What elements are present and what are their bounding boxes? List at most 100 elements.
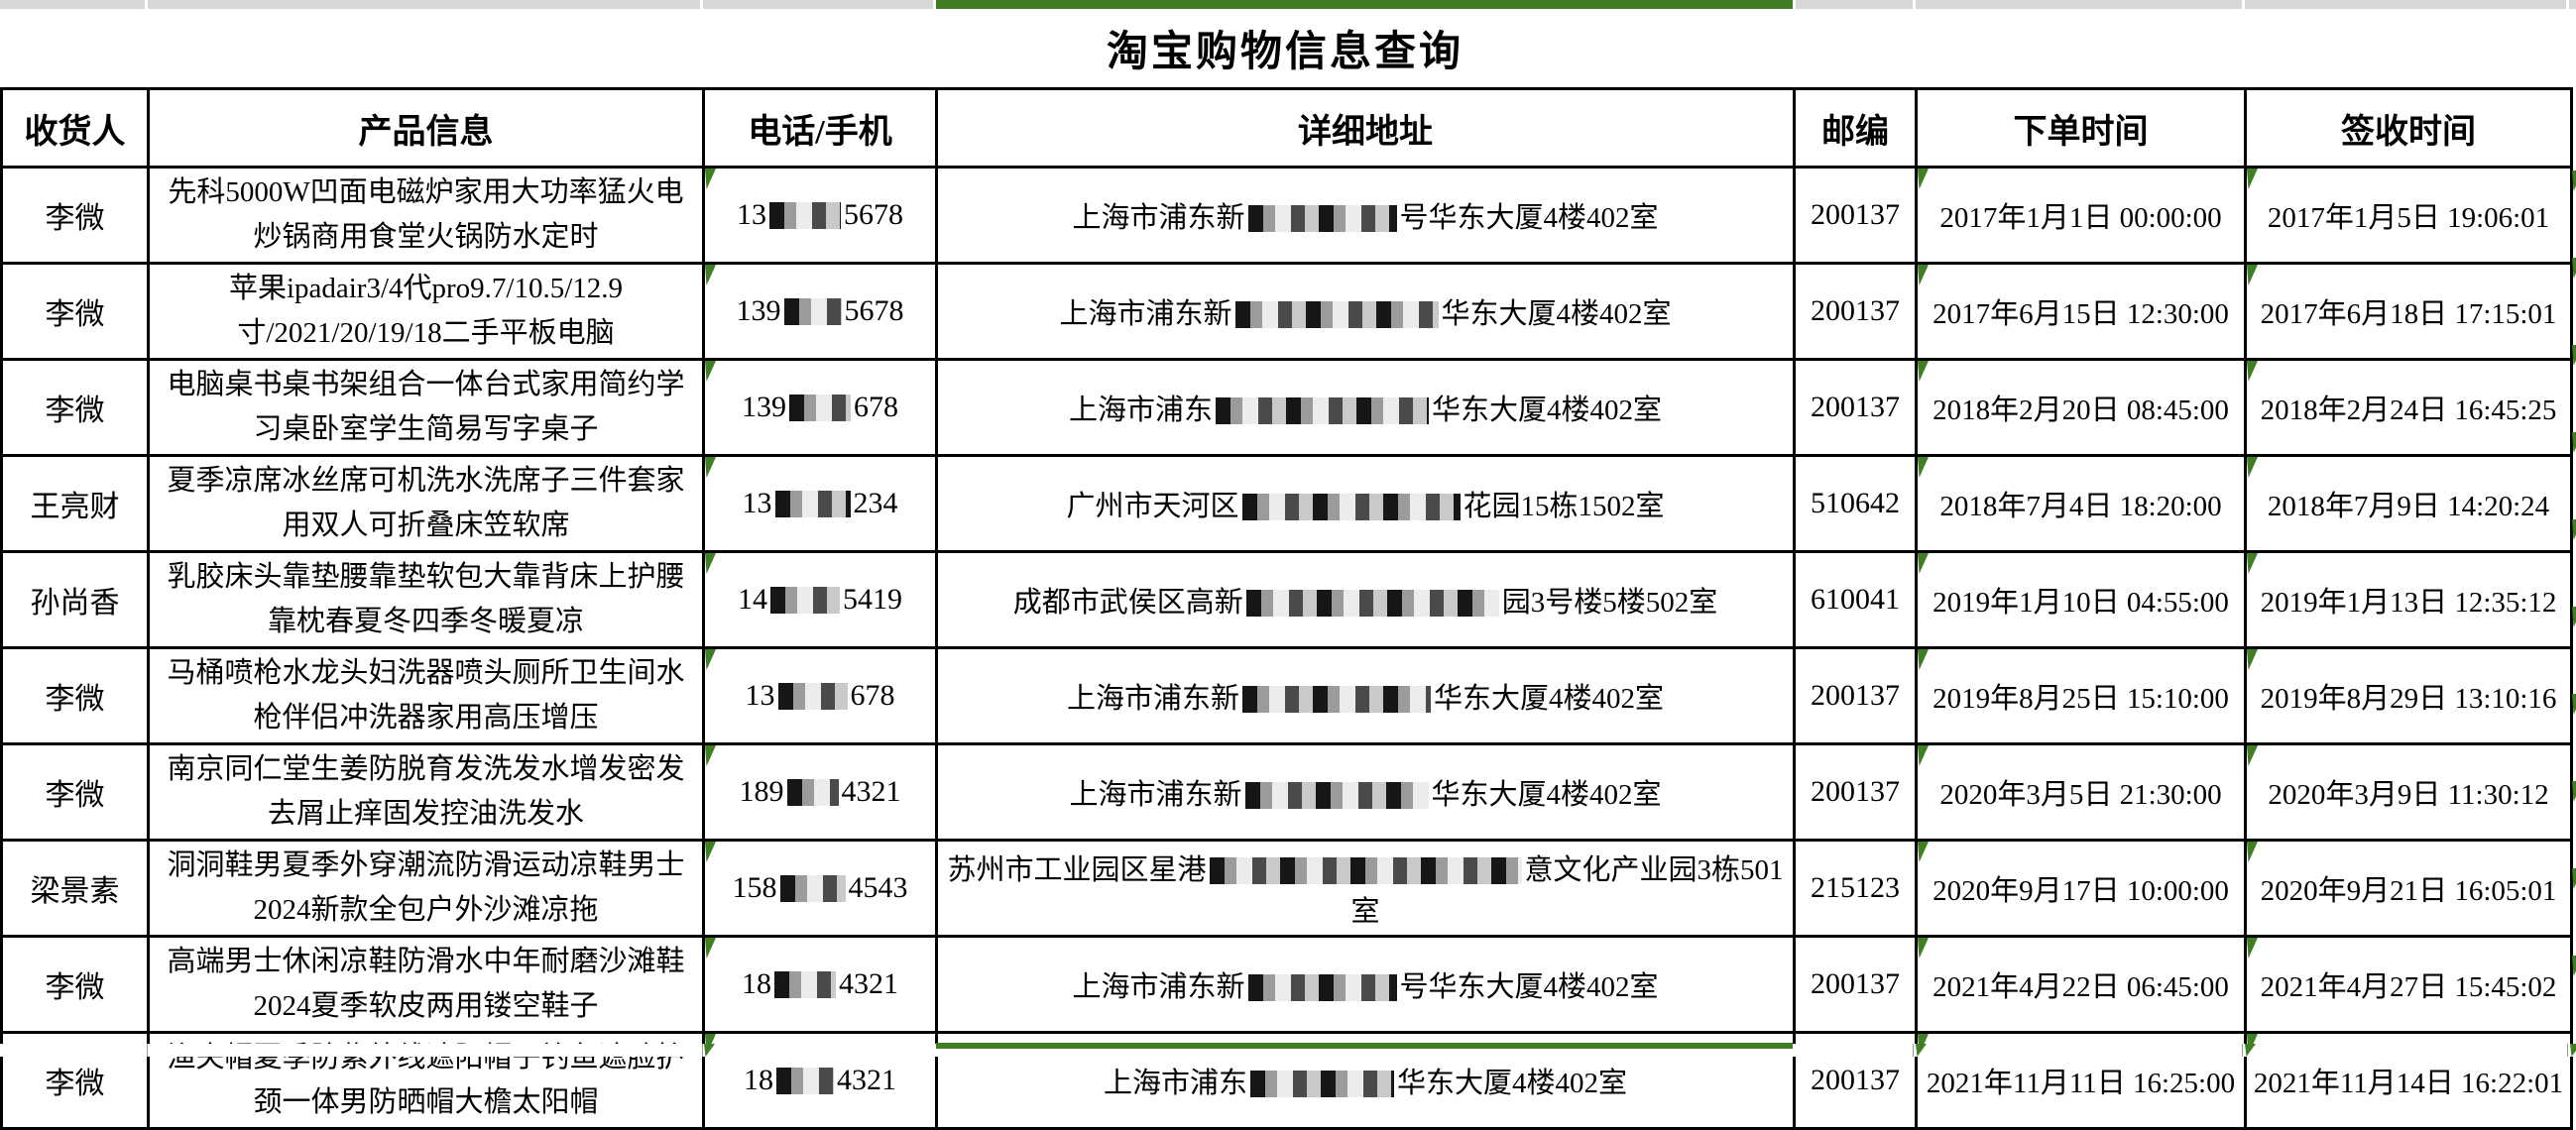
- cell-sign-time[interactable]: 2019年1月13日 12:35:12: [2244, 550, 2573, 649]
- cell-phone[interactable]: 139 678: [702, 358, 938, 457]
- redaction-patch: [774, 970, 836, 998]
- cell-zip[interactable]: 200137: [1793, 166, 1918, 265]
- cell-order-time[interactable]: 2021年4月22日 06:45:00: [1915, 935, 2247, 1034]
- cell-phone[interactable]: 13 678: [702, 646, 938, 745]
- cell-order-time[interactable]: 2019年1月10日 04:55:00: [1915, 550, 2247, 649]
- cell-phone[interactable]: 189 4321: [702, 742, 938, 842]
- cell-product[interactable]: 高端男士休闲凉鞋防滑水中年耐磨沙滩鞋2024夏季软皮两用镂空鞋子: [147, 935, 705, 1034]
- error-triangle-icon: [1919, 266, 1929, 285]
- cell-sign-time[interactable]: 2021年4月27日 15:45:02: [2244, 935, 2573, 1034]
- error-triangle-icon: [706, 843, 716, 862]
- cell-product[interactable]: 苹果ipadair3/4代pro9.7/10.5/12.9寸/2021/20/1…: [147, 262, 705, 361]
- cell-phone[interactable]: 13 5678: [702, 166, 938, 265]
- cell-address[interactable]: 广州市天河区 花园15栋1502室: [935, 454, 1796, 553]
- error-triangle-icon: [1919, 843, 1929, 862]
- error-triangle-icon: [2572, 868, 2576, 889]
- phone-prefix: 13: [742, 487, 772, 519]
- cell-recipient[interactable]: 李微: [0, 262, 150, 361]
- cell-product[interactable]: 马桶喷枪水龙头妇洗器喷头厕所卫生间水枪伴侣冲洗器家用高压增压: [147, 646, 705, 745]
- cell-zip[interactable]: 215123: [1793, 839, 1918, 938]
- phone-suffix: 4321: [839, 967, 898, 1000]
- cell-address[interactable]: 上海市浦东新 华东大厦4楼402室: [935, 262, 1796, 361]
- cell-sign-time[interactable]: 2020年9月21日 16:05:01: [2244, 839, 2573, 938]
- cell-sign-time[interactable]: 2019年8月29日 13:10:16: [2244, 646, 2573, 745]
- cell-order-time[interactable]: 2017年1月1日 00:00:00: [1915, 166, 2247, 265]
- cell-recipient[interactable]: 李微: [0, 358, 150, 457]
- header-cell-sign-time[interactable]: 签收时间: [2244, 87, 2573, 169]
- cell-product[interactable]: 南京同仁堂生姜防脱育发洗发水增发密发去屑止痒固发控油洗发水: [147, 742, 705, 842]
- cell-product[interactable]: 夏季凉席冰丝席可机洗水洗席子三件套家用双人可折叠床笠软席: [147, 454, 705, 553]
- cell-phone[interactable]: 18 4321: [702, 935, 938, 1034]
- address-suffix: 华东大厦4楼402室: [1441, 298, 1672, 330]
- title-cell[interactable]: 淘宝购物信息查询: [0, 9, 2570, 87]
- error-triangle-icon: [2248, 939, 2258, 959]
- cell-product[interactable]: 先科5000W凹面电磁炉家用大功率猛火电炒锅商用食堂火锅防水定时: [147, 166, 705, 265]
- cell-zip[interactable]: 610041: [1793, 550, 1918, 649]
- cell-phone[interactable]: 13 234: [702, 454, 938, 553]
- cell-product[interactable]: 电脑桌书桌书架组合一体台式家用简约学习桌卧室学生简易写字桌子: [147, 358, 705, 457]
- redaction-patch: [774, 490, 851, 517]
- error-triangle-icon: [2570, 1044, 2576, 1057]
- error-triangle-icon: [1916, 1044, 1927, 1057]
- cell-product[interactable]: 乳胶床头靠垫腰靠垫软包大靠背床上护腰靠枕春夏冬四季冬暖夏凉: [147, 550, 705, 649]
- address-prefix: 上海市浦东: [1103, 1068, 1247, 1099]
- cell-zip[interactable]: 200137: [1793, 262, 1918, 361]
- cell-order-time[interactable]: 2017年6月15日 12:30:00: [1915, 262, 2247, 361]
- cell-recipient[interactable]: 李微: [0, 742, 150, 842]
- header-cell-address[interactable]: 详细地址: [935, 87, 1796, 169]
- cell-recipient[interactable]: 李微: [0, 166, 150, 265]
- cell-phone[interactable]: 139 5678: [702, 262, 938, 361]
- cell-zip[interactable]: 200137: [1793, 646, 1918, 745]
- phone-prefix: 14: [738, 583, 767, 616]
- error-triangle-icon: [2572, 519, 2576, 540]
- top-partial-row: [0, 0, 2576, 9]
- cell-sign-time[interactable]: 2020年3月9日 11:30:12: [2244, 742, 2573, 842]
- table-row: 李微 南京同仁堂生姜防脱育发洗发水增发密发去屑止痒固发控油洗发水 189 4321 上海…: [0, 742, 2573, 842]
- cell-order-time[interactable]: 2018年2月20日 08:45:00: [1915, 358, 2247, 457]
- cell-address[interactable]: 上海市浦东新 号华东大厦4楼402室: [935, 935, 1796, 1034]
- redaction-patch: [1245, 589, 1499, 617]
- cell-sign-time[interactable]: 2017年1月5日 19:06:01: [2244, 166, 2573, 265]
- cell-order-time[interactable]: 2020年9月17日 10:00:00: [1915, 839, 2247, 938]
- cell-zip[interactable]: 510642: [1793, 454, 1918, 553]
- header-cell-order-time[interactable]: 下单时间: [1915, 87, 2247, 169]
- cell-product[interactable]: 洞洞鞋男夏季外穿潮流防滑运动凉鞋男士2024新款全包户外沙滩凉拖: [147, 839, 705, 938]
- header-cell-zip[interactable]: 邮编: [1793, 87, 1918, 169]
- cell-address[interactable]: 上海市浦东新 华东大厦4楼402室: [935, 742, 1796, 842]
- header-cell-phone[interactable]: 电话/手机: [702, 87, 938, 169]
- header-cell-recipient[interactable]: 收货人: [0, 87, 150, 169]
- cell-recipient[interactable]: 李微: [0, 646, 150, 745]
- address-prefix: 广州市天河区: [1066, 491, 1239, 522]
- error-triangle-icon: [706, 458, 716, 478]
- cell-sign-time[interactable]: 2017年6月18日 17:15:01: [2244, 262, 2573, 361]
- table-row: 孙尚香 乳胶床头靠垫腰靠垫软包大靠背床上护腰靠枕春夏冬四季冬暖夏凉 14 5419 成都…: [0, 550, 2573, 649]
- redaction-patch: [789, 394, 851, 421]
- cell-order-time[interactable]: 2020年3月5日 21:30:00: [1915, 742, 2247, 842]
- gridline: [702, 1044, 703, 1057]
- cell-recipient[interactable]: 梁景素: [0, 839, 150, 938]
- cell-phone[interactable]: 158 4543: [702, 839, 938, 938]
- phone-suffix: 4321: [837, 1064, 896, 1096]
- address-prefix: 成都市武侯区高新: [1012, 587, 1243, 619]
- header-cell-product[interactable]: 产品信息: [147, 87, 705, 169]
- cell-order-time[interactable]: 2018年7月4日 18:20:00: [1915, 454, 2247, 553]
- gridline: [1913, 0, 1916, 9]
- cell-sign-time[interactable]: 2018年7月9日 14:20:24: [2244, 454, 2573, 553]
- cell-address[interactable]: 苏州市工业园区星港 意文化产业园3栋501室: [935, 839, 1796, 938]
- error-triangle-icon: [2248, 746, 2258, 766]
- cell-address[interactable]: 成都市武侯区高新 园3号楼5楼502室: [935, 550, 1796, 649]
- cell-address[interactable]: 上海市浦东新 华东大厦4楼402室: [935, 646, 1796, 745]
- cell-order-time[interactable]: 2019年8月25日 15:10:00: [1915, 646, 2247, 745]
- error-triangle-icon: [706, 746, 716, 766]
- cell-address[interactable]: 上海市浦东新 号华东大厦4楼402室: [935, 166, 1796, 265]
- cell-recipient[interactable]: 王亮财: [0, 454, 150, 553]
- cell-zip[interactable]: 200137: [1793, 742, 1918, 842]
- cell-phone[interactable]: 14 5419: [702, 550, 938, 649]
- cell-zip[interactable]: 200137: [1793, 358, 1918, 457]
- cell-zip[interactable]: 200137: [1793, 935, 1918, 1034]
- cell-sign-time[interactable]: 2018年2月24日 16:45:25: [2244, 358, 2573, 457]
- cell-recipient[interactable]: 李微: [0, 935, 150, 1034]
- cell-recipient[interactable]: 孙尚香: [0, 550, 150, 649]
- cell-address[interactable]: 上海市浦东 华东大厦4楼402室: [935, 358, 1796, 457]
